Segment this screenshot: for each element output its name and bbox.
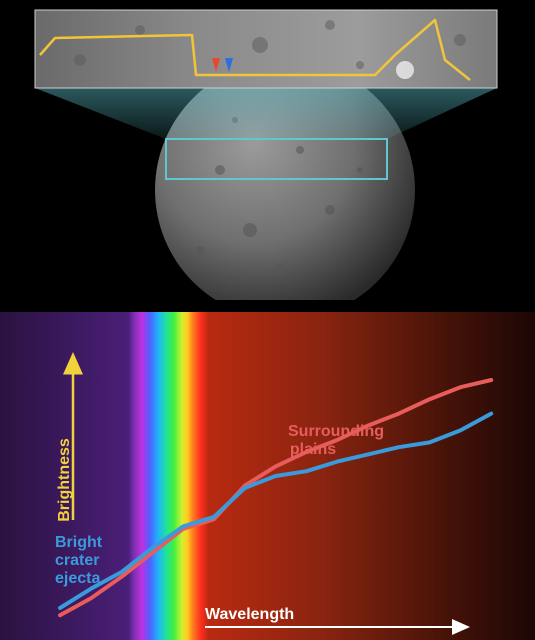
planet-panel — [34, 9, 498, 320]
ejecta-label-line3: ejecta — [55, 570, 100, 587]
brightness-profile — [39, 18, 471, 81]
red-marker-icon — [212, 58, 220, 72]
plains-label-line2: plains — [290, 441, 336, 458]
ejecta-label-line2: crater — [55, 552, 99, 569]
series-line-surrounding-plains — [58, 378, 494, 618]
spectrum-background — [0, 312, 535, 640]
y-axis-label: Brightness — [56, 438, 73, 522]
bright-crater-spot — [396, 61, 414, 79]
chart-panel: Brightness Wavelength Surrounding plains… — [0, 312, 535, 640]
ejecta-label-line1: Bright — [55, 534, 103, 551]
series-layer — [58, 378, 494, 618]
zoom-funnel — [35, 88, 497, 139]
selection-box — [165, 138, 388, 180]
series-line-bright-crater-ejecta — [58, 411, 494, 610]
blue-marker-icon — [225, 58, 233, 72]
x-axis-label: Wavelength — [205, 606, 294, 623]
strip-craters — [74, 20, 466, 69]
plains-label-line1: Surrounding — [288, 423, 384, 440]
